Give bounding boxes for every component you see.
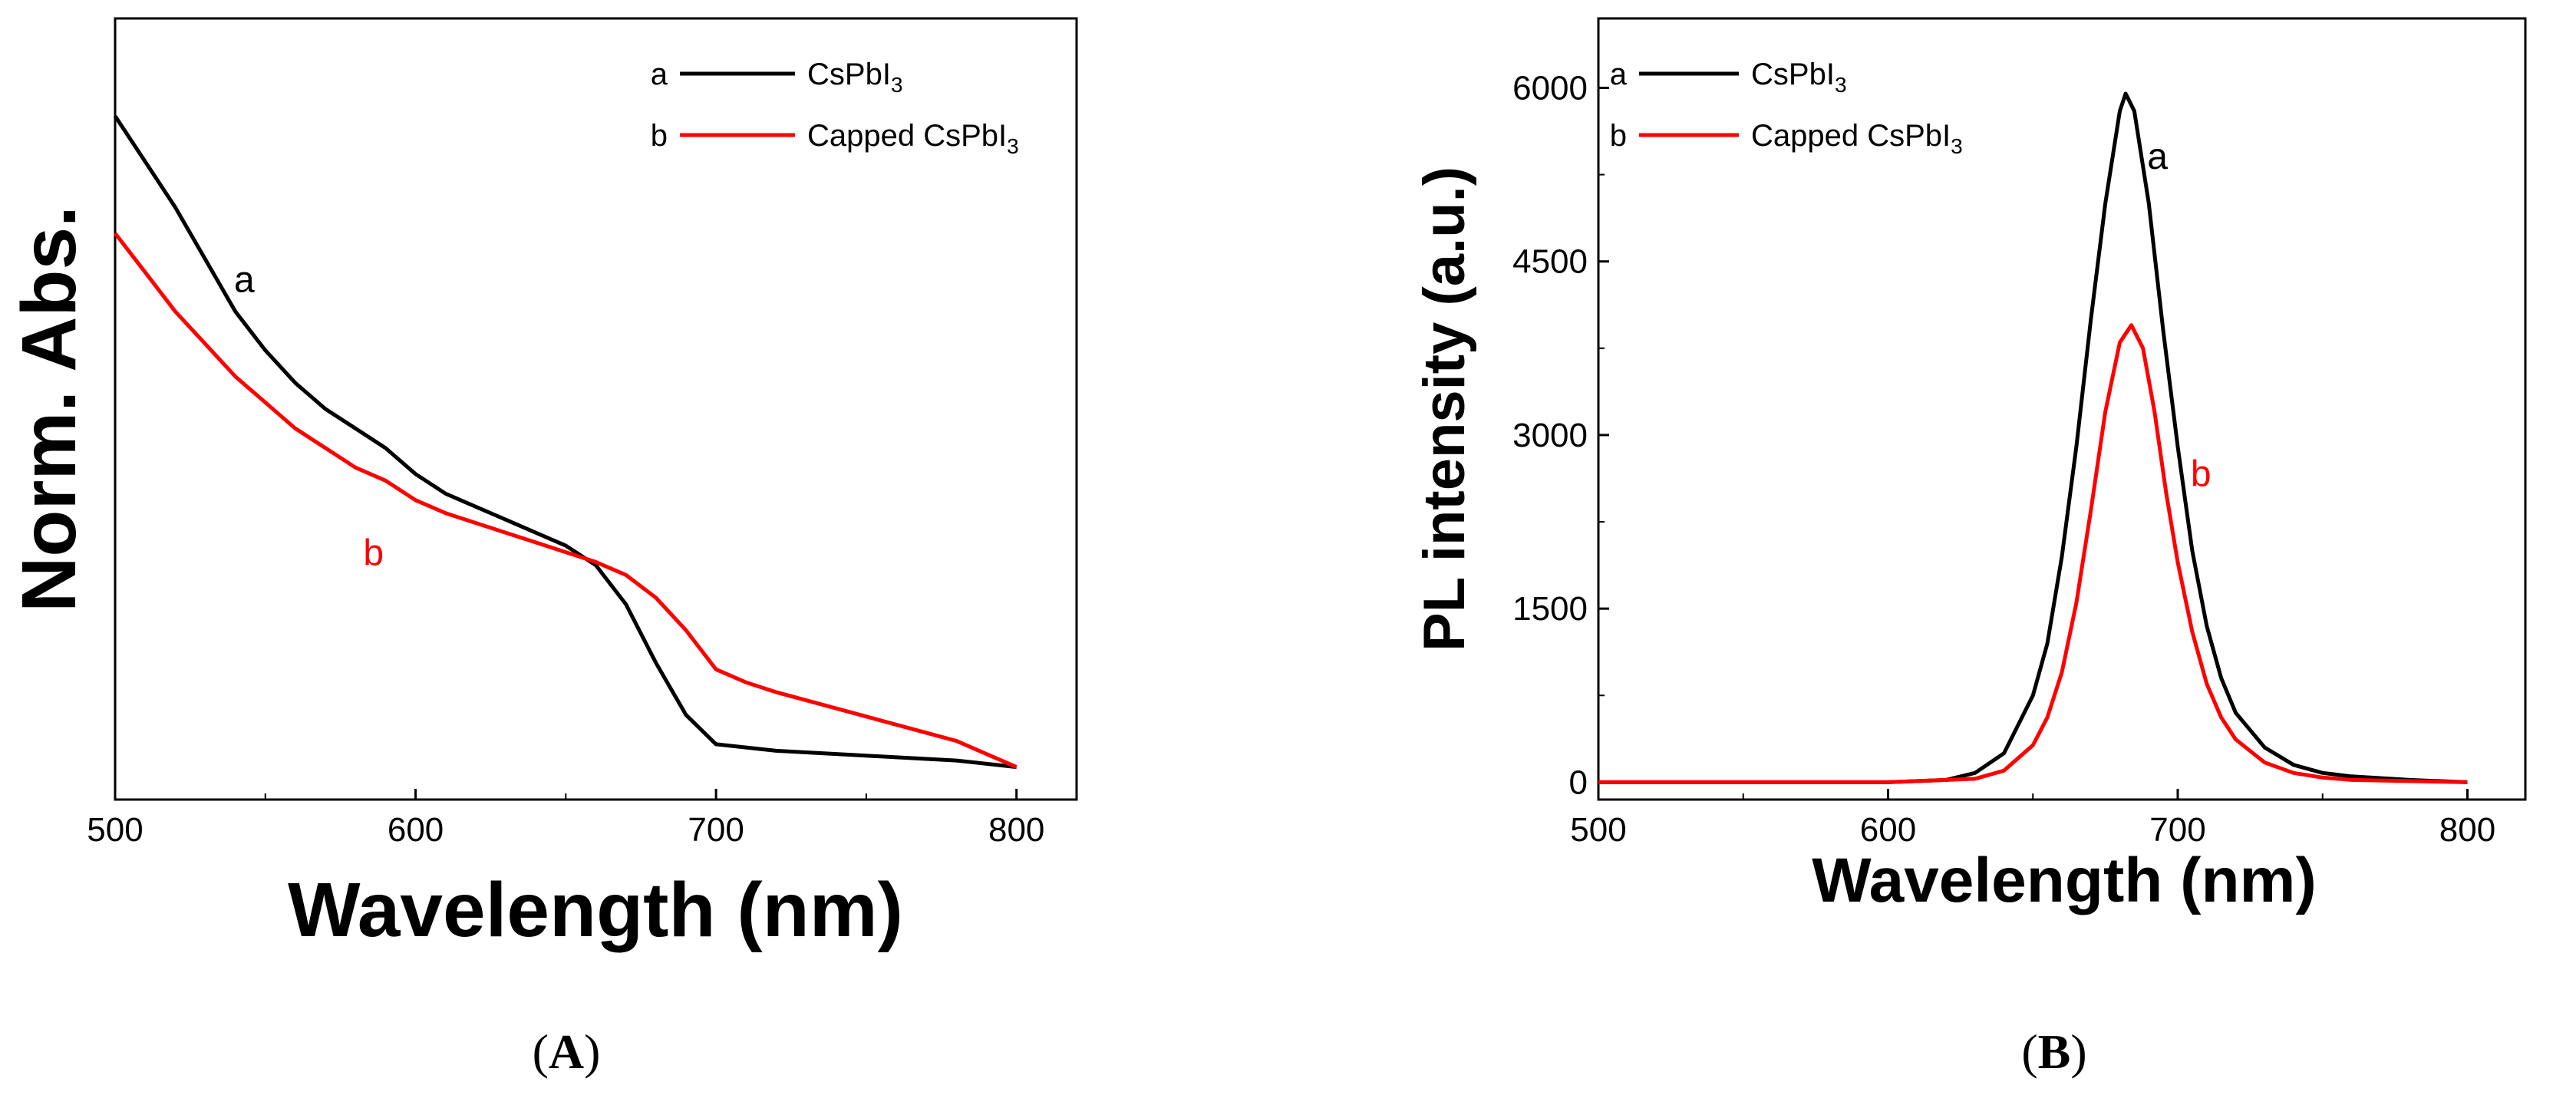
panel-a-series-a-line bbox=[113, 114, 1017, 770]
panel-a-series-b-line bbox=[114, 232, 1018, 769]
panel-b-y-tick-label: 3000 bbox=[1512, 417, 1588, 454]
panel-a-x-ticks bbox=[114, 789, 1018, 800]
panel-b-y-tick-labels: 0 1500 3000 4500 6000 bbox=[1512, 69, 1588, 801]
panel-a-plot-frame bbox=[114, 17, 1078, 801]
panel-b-annotations: ab bbox=[2147, 137, 2211, 494]
panel-b-series-b-line bbox=[1598, 323, 2468, 784]
panel-b-y-tick-label: 0 bbox=[1569, 764, 1588, 801]
panel-a-series bbox=[113, 114, 1018, 770]
panel-a-x-tick-label: 500 bbox=[87, 811, 143, 849]
panel-a-x-axis-title: Wavelength (nm) bbox=[288, 867, 903, 953]
panel-a-legend-key-b: b bbox=[651, 119, 668, 153]
panel-b-x-tick-label: 500 bbox=[1570, 811, 1626, 849]
panel-b-x-ticks bbox=[1597, 789, 2469, 800]
panel-b-legend: a CsPbI3 b Capped CsPbI3 bbox=[1610, 58, 1963, 158]
panel-a-x-tick-label: 600 bbox=[388, 811, 444, 849]
panel-b-legend-text-b: Capped CsPbI3 bbox=[1751, 119, 1963, 158]
panel-a-annotations: ab bbox=[234, 259, 384, 573]
panel-b-legend-key-b: b bbox=[1610, 119, 1627, 153]
panel-b-curve-label-a: a bbox=[2147, 137, 2168, 177]
panel-a-legend: a CsPbI3 b Capped CsPbI3 bbox=[651, 58, 1019, 158]
panel-a-x-tick-label: 700 bbox=[688, 811, 744, 849]
panel-a-legend-text-a: CsPbI3 bbox=[807, 58, 903, 97]
panel-b-y-axis-title: PL intensity (a.u.) bbox=[1412, 167, 1477, 651]
panel-b-y-tick-label: 1500 bbox=[1512, 590, 1588, 628]
panel-a-y-axis-title: Norm. Abs. bbox=[6, 206, 92, 612]
panel-a-legend-text-b: Capped CsPbI3 bbox=[807, 119, 1019, 158]
panel-a-legend-key-a: a bbox=[651, 58, 668, 91]
panel-a-x-tick-labels: 500 600 700 800 bbox=[87, 811, 1044, 849]
panel-b-legend-key-a: a bbox=[1610, 58, 1628, 91]
panel-a-label: (A) bbox=[533, 1024, 601, 1079]
panel-a-x-tick-label: 800 bbox=[988, 811, 1044, 849]
panel-a-curve-label-b: b bbox=[363, 533, 384, 574]
panel-b-series bbox=[1598, 91, 2468, 784]
panel-b-x-axis-title: Wavelength (nm) bbox=[1812, 846, 2317, 915]
panel-b-y-tick-label: 4500 bbox=[1512, 243, 1588, 281]
panel-b-curve-label-b: b bbox=[2191, 454, 2212, 494]
panel-b-y-ticks bbox=[1598, 86, 1609, 783]
panel-b-legend-text-a: CsPbI3 bbox=[1751, 58, 1847, 97]
panel-b-x-tick-labels: 500 600 700 800 bbox=[1570, 811, 2495, 849]
panel-b-x-tick-label: 700 bbox=[2149, 811, 2205, 849]
panel-b-label: (B) bbox=[2021, 1024, 2086, 1079]
panel-b-y-tick-label: 6000 bbox=[1512, 69, 1588, 107]
panel-a-curve-label-a: a bbox=[234, 259, 255, 300]
panel-b-x-tick-label: 600 bbox=[1860, 811, 1916, 849]
panel-b-series-a-line bbox=[1598, 91, 2468, 784]
panel-b-plot-frame bbox=[1597, 17, 2527, 801]
panel-b-x-tick-label: 800 bbox=[2439, 811, 2495, 849]
